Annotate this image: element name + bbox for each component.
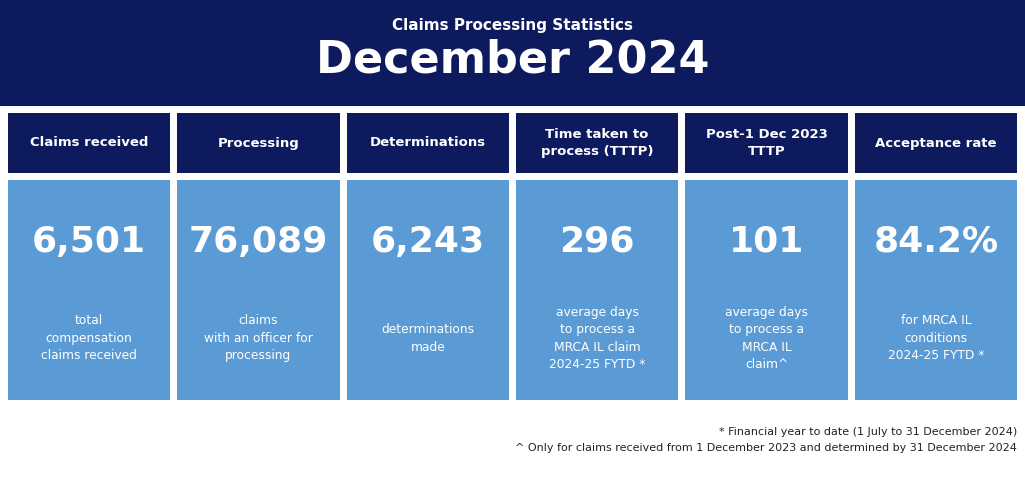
Text: * Financial year to date (1 July to 31 December 2024): * Financial year to date (1 July to 31 D… [719,427,1017,437]
Bar [686,180,848,400]
Bar [177,113,339,173]
Text: Time taken to
process (TTTP): Time taken to process (TTTP) [541,128,653,158]
Text: Claims Processing Statistics: Claims Processing Statistics [392,18,633,33]
Text: determinations
made: determinations made [381,323,475,354]
Text: December 2024: December 2024 [316,38,709,81]
Text: average days
to process a
MRCA IL claim
2024-25 FYTD *: average days to process a MRCA IL claim … [549,306,646,371]
Bar [177,180,339,400]
Text: ^ Only for claims received from 1 December 2023 and determined by 31 December 20: ^ Only for claims received from 1 Decemb… [516,443,1017,453]
Text: total
compensation
claims received: total compensation claims received [41,314,137,363]
Text: Post-1 Dec 2023
TTTP: Post-1 Dec 2023 TTTP [705,128,827,158]
Text: claims
with an officer for
processing: claims with an officer for processing [204,314,313,363]
Bar [346,180,509,400]
Text: 101: 101 [729,225,805,259]
Text: 296: 296 [560,225,634,259]
Bar [686,113,848,173]
Text: Acceptance rate: Acceptance rate [875,137,996,149]
Text: 76,089: 76,089 [189,225,328,259]
Text: for MRCA IL
conditions
2024-25 FYTD *: for MRCA IL conditions 2024-25 FYTD * [888,314,984,363]
Text: Determinations: Determinations [370,137,486,149]
Bar [8,113,170,173]
Text: Processing: Processing [217,137,299,149]
Text: average days
to process a
MRCA IL
claim^: average days to process a MRCA IL claim^ [725,306,808,371]
Text: Claims received: Claims received [30,137,149,149]
Bar [855,180,1017,400]
Bar [8,180,170,400]
Bar [0,0,1025,106]
Bar [855,113,1017,173]
Text: 84.2%: 84.2% [873,225,998,259]
Text: 6,243: 6,243 [371,225,485,259]
Bar [516,180,679,400]
Text: 6,501: 6,501 [32,225,147,259]
Bar [516,113,679,173]
Bar [346,113,509,173]
